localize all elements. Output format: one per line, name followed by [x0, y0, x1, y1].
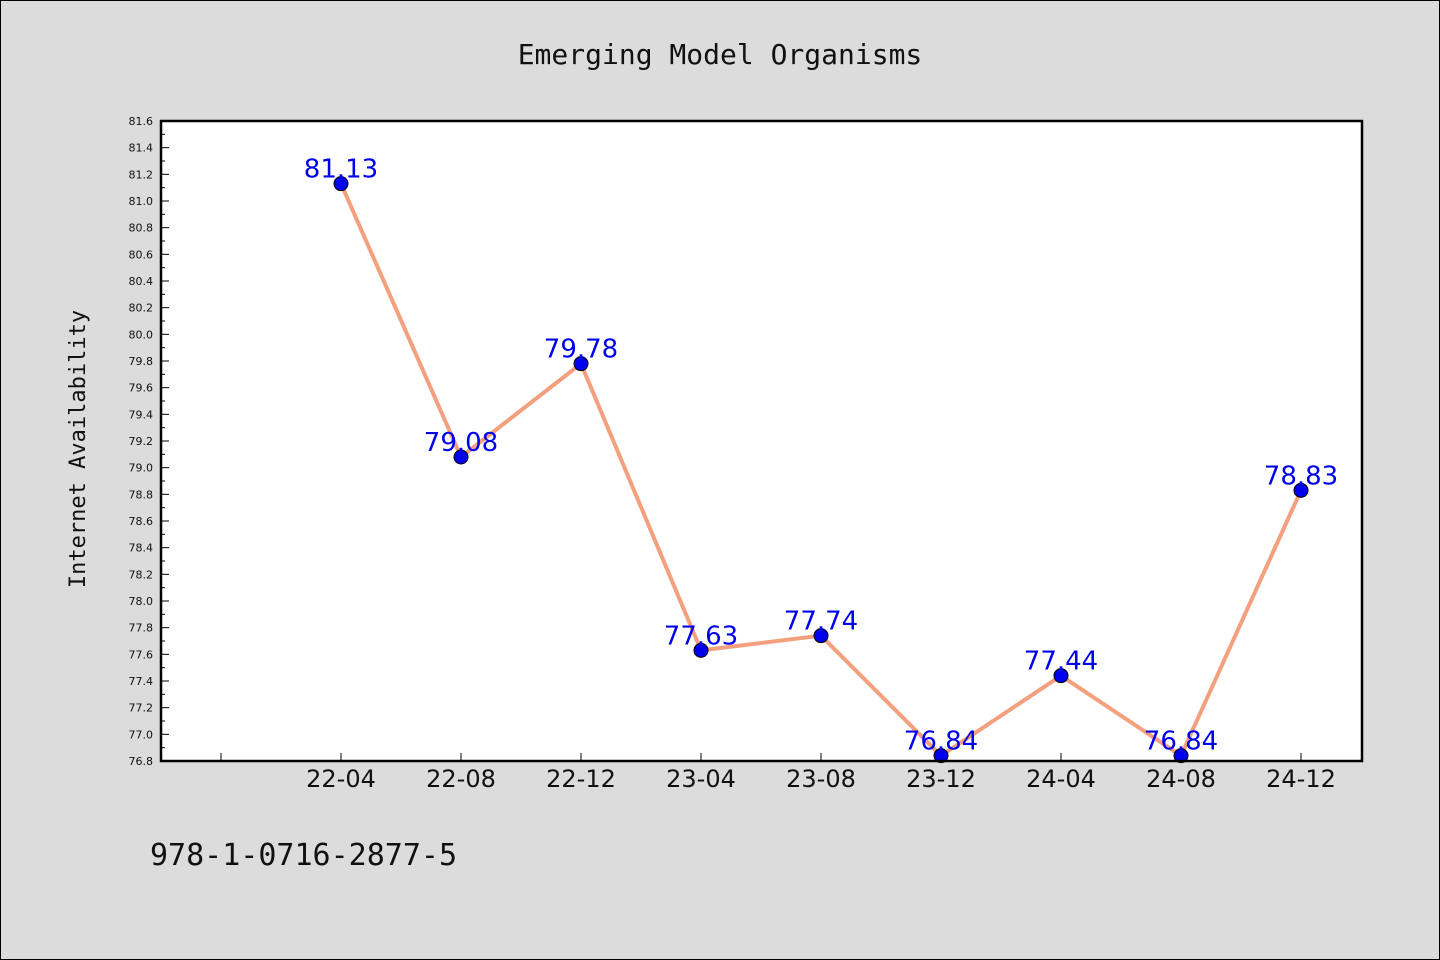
y-tick-label-9: 78.6 [129, 515, 154, 528]
data-label-24-12: 78.83 [1264, 461, 1338, 491]
y-tick-label-1: 77.0 [129, 728, 154, 741]
y-tick-label-11: 79.0 [129, 462, 154, 475]
data-label-22-12: 79.78 [544, 335, 618, 365]
data-point-23-12 [933, 748, 949, 764]
y-tick-label-10: 78.8 [129, 488, 154, 501]
y-tick-label-2: 77.2 [129, 702, 154, 715]
x-tick-label-3: 23-04 [666, 765, 736, 793]
y-tick-label-3: 77.4 [129, 675, 154, 688]
y-tick-label-17: 80.2 [129, 302, 154, 315]
footnote: 978-1-0716-2877-5 [150, 838, 457, 873]
y-tick-label-6: 78.0 [129, 595, 154, 608]
y-tick-label-14: 79.6 [129, 382, 154, 395]
y-tick-label-16: 80.0 [129, 328, 154, 341]
y-tick-label-12: 79.2 [129, 435, 154, 448]
y-tick-label-19: 80.6 [129, 248, 154, 261]
data-label-23-08: 77.74 [784, 607, 858, 637]
data-label-23-04: 77.63 [664, 621, 738, 651]
data-label-24-08: 76.84 [1144, 727, 1218, 757]
y-tick-label-23: 81.4 [129, 142, 154, 155]
data-label-22-08: 79.08 [424, 428, 498, 458]
data-point-23-08 [813, 628, 829, 644]
data-point-23-04 [693, 642, 709, 658]
y-tick-label-18: 80.4 [129, 275, 154, 288]
x-tick-label-7: 24-08 [1146, 765, 1216, 793]
data-point-22-12 [573, 356, 589, 372]
data-point-24-08 [1173, 748, 1189, 764]
y-axis-label: Internet Availability [66, 310, 91, 588]
data-markers [333, 176, 1309, 764]
y-tick-label-13: 79.4 [129, 408, 154, 421]
data-label-24-04: 77.44 [1024, 647, 1098, 677]
y-tick-label-0: 76.8 [129, 755, 154, 768]
y-tick-label-21: 81.0 [129, 195, 154, 208]
chart-title: Emerging Model Organisms [518, 38, 923, 71]
x-tick-label-6: 24-04 [1026, 765, 1096, 793]
x-tick-label-4: 23-08 [786, 765, 856, 793]
y-tick-label-5: 77.8 [129, 622, 154, 635]
y-tick-label-20: 80.8 [129, 222, 154, 235]
data-label-22-04: 81.13 [304, 155, 378, 185]
x-tick-label-1: 22-08 [426, 765, 496, 793]
plot-area [161, 121, 1362, 761]
data-point-24-12 [1293, 482, 1309, 498]
plot-frame [159, 119, 1364, 763]
data-point-22-08 [453, 449, 469, 465]
axis-ticks: 76.8 77.0 77.2 77.4 77.6 77.8 78.0 78.2 78.4 78.6… [129, 115, 1336, 793]
x-tick-label-2: 22-12 [546, 765, 616, 793]
y-tick-label-15: 79.8 [129, 355, 154, 368]
data-point-24-04 [1053, 668, 1069, 684]
y-tick-label-24: 81.6 [129, 115, 154, 128]
data-point-22-04 [333, 176, 349, 192]
y-tick-label-4: 77.6 [129, 648, 154, 661]
y-tick-label-8: 78.4 [129, 542, 154, 555]
x-tick-label-5: 23-12 [906, 765, 976, 793]
data-label-23-12: 76.84 [904, 727, 978, 757]
y-tick-label-7: 78.2 [129, 568, 154, 581]
x-tick-label-0: 22-04 [306, 765, 376, 793]
y-tick-label-22: 81.2 [129, 168, 154, 181]
data-labels: 81.13 79.08 79.78 77.63 77.74 76.84 77.44 76.84… [304, 155, 1338, 757]
x-tick-label-8: 24-12 [1266, 765, 1336, 793]
